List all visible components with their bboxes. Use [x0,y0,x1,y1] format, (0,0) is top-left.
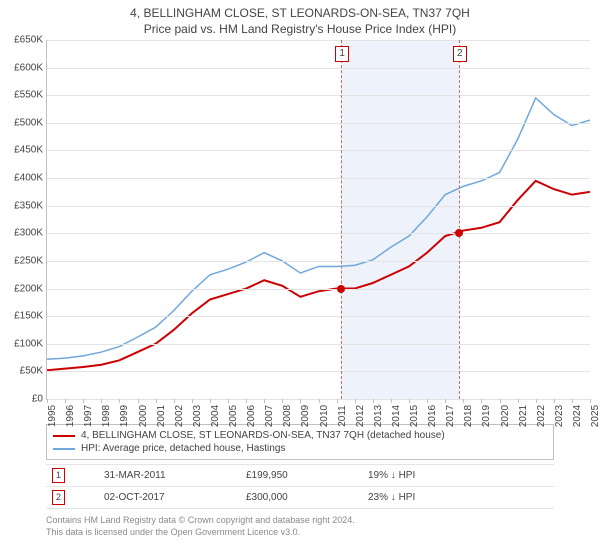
x-axis-label: 2008 [282,405,293,427]
sale-date: 31-MAR-2011 [98,465,240,487]
x-axis-label: 2025 [590,405,600,427]
x-axis-label: 2023 [554,405,565,427]
sales-table: 1 31-MAR-2011£199,95019% ↓ HPI 2 02-OCT-201… [46,464,554,509]
sale-number-box: 1 [52,468,65,483]
footer-attribution: Contains HM Land Registry data © Crown c… [46,515,554,538]
y-axis-label: £600K [3,62,43,73]
sale-marker-line [341,40,342,399]
y-axis-label: £300K [3,228,43,239]
chart-lines [47,40,590,399]
x-axis-label: 2011 [337,405,348,427]
y-axis-label: £550K [3,90,43,101]
x-axis-label: 1999 [119,405,130,427]
x-axis-label: 2010 [319,405,330,427]
y-axis-label: £650K [3,35,43,46]
y-axis-label: £400K [3,173,43,184]
x-axis-label: 2022 [536,405,547,427]
chart-legend: 4, BELLINGHAM CLOSE, ST LEONARDS-ON-SEA,… [46,424,554,460]
x-axis-label: 2006 [246,405,257,427]
sale-marker-box: 1 [335,46,349,62]
sale-marker-box: 2 [453,46,467,62]
sale-price: £199,950 [240,465,362,487]
x-axis-label: 1995 [47,405,58,427]
footer-line-1: Contains HM Land Registry data © Crown c… [46,515,554,527]
sale-delta: 23% ↓ HPI [362,487,554,509]
sale-dot [455,229,463,237]
sale-dot [337,285,345,293]
x-axis-label: 2019 [481,405,492,427]
series-hpi [47,98,590,359]
price-chart: £0£50K£100K£150K£200K£250K£300K£350K£400… [46,40,590,400]
x-axis-label: 2016 [427,405,438,427]
legend-item: HPI: Average price, detached house, Hast… [53,442,547,455]
legend-swatch [53,448,75,450]
x-axis-label: 2005 [228,405,239,427]
page-title: 4, BELLINGHAM CLOSE, ST LEONARDS-ON-SEA,… [0,0,600,20]
x-axis-label: 2012 [355,405,366,427]
legend-label: HPI: Average price, detached house, Hast… [81,443,285,454]
x-axis-label: 2014 [391,405,402,427]
x-axis-label: 2017 [445,405,456,427]
x-axis-label: 2024 [572,405,583,427]
sale-price: £300,000 [240,487,362,509]
footer-line-2: This data is licensed under the Open Gov… [46,527,554,539]
x-axis-label: 2013 [373,405,384,427]
legend-label: 4, BELLINGHAM CLOSE, ST LEONARDS-ON-SEA,… [81,430,445,441]
x-axis-label: 2009 [300,405,311,427]
x-axis-label: 2002 [174,405,185,427]
y-axis-label: £500K [3,117,43,128]
legend-swatch [53,435,75,437]
x-axis-label: 2007 [264,405,275,427]
x-axis-label: 2020 [500,405,511,427]
sale-delta: 19% ↓ HPI [362,465,554,487]
page-subtitle: Price paid vs. HM Land Registry's House … [0,20,600,40]
x-axis-label: 1996 [65,405,76,427]
legend-item: 4, BELLINGHAM CLOSE, ST LEONARDS-ON-SEA,… [53,429,547,442]
y-axis-label: £150K [3,311,43,322]
sale-marker-line [459,40,460,399]
y-axis-label: £250K [3,255,43,266]
x-axis-label: 2003 [192,405,203,427]
x-axis-label: 1997 [83,405,94,427]
y-axis-label: £450K [3,145,43,156]
y-axis-label: £350K [3,200,43,211]
sale-date: 02-OCT-2017 [98,487,240,509]
y-axis-label: £200K [3,283,43,294]
x-axis-label: 2001 [156,405,167,427]
x-axis-label: 2000 [138,405,149,427]
table-row: 2 02-OCT-2017£300,00023% ↓ HPI [46,487,554,509]
sale-number-box: 2 [52,490,65,505]
x-axis-label: 1998 [101,405,112,427]
x-axis-label: 2015 [409,405,420,427]
table-row: 1 31-MAR-2011£199,95019% ↓ HPI [46,465,554,487]
y-axis-label: £0 [3,394,43,405]
x-axis-label: 2021 [518,405,529,427]
y-axis-label: £50K [3,366,43,377]
x-axis-label: 2004 [210,405,221,427]
y-axis-label: £100K [3,338,43,349]
x-axis-label: 2018 [463,405,474,427]
